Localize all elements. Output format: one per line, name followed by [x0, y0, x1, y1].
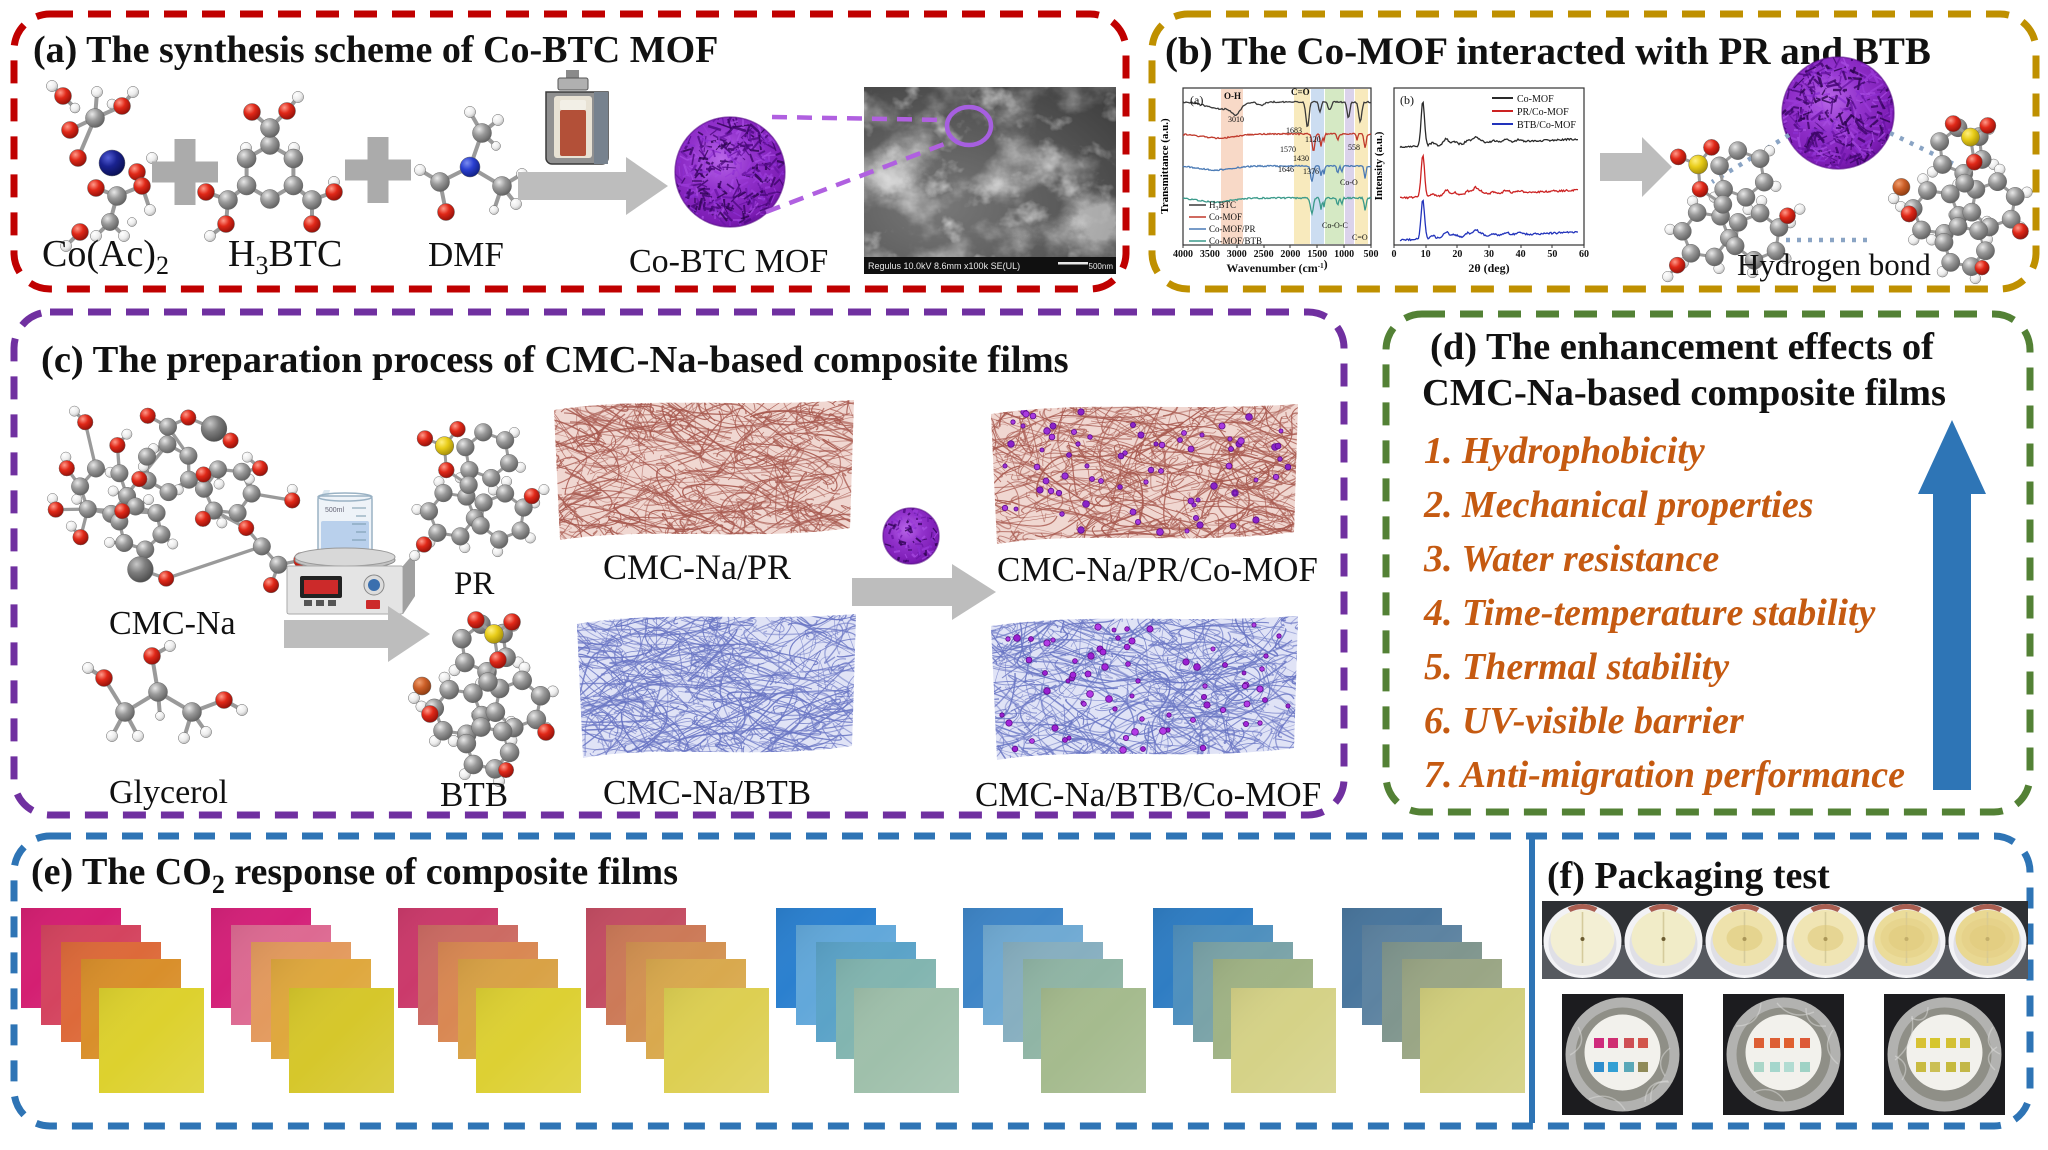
svg-text:60: 60: [1579, 249, 1589, 260]
svg-text:4000: 4000: [1173, 249, 1193, 260]
svg-text:CMC-Na: CMC-Na: [109, 605, 236, 642]
svg-text:1570: 1570: [1280, 145, 1296, 154]
svg-text:Intensity (a.u.): Intensity (a.u.): [1373, 131, 1385, 200]
svg-text:1646: 1646: [1278, 165, 1294, 174]
svg-text:4. Time-temperature stability: 4. Time-temperature stability: [1423, 592, 1875, 634]
svg-text:7. Anti-migration performance: 7. Anti-migration performance: [1424, 754, 1905, 796]
svg-text:2. Mechanical properties: 2. Mechanical properties: [1423, 484, 1813, 526]
svg-text:1430: 1430: [1293, 154, 1309, 163]
svg-text:C=O: C=O: [1291, 87, 1310, 97]
svg-text:PR/Co-MOF: PR/Co-MOF: [1517, 107, 1569, 118]
svg-text:500: 500: [1364, 249, 1379, 260]
svg-text:H3BTC: H3BTC: [228, 233, 342, 280]
svg-text:CMC-Na/BTB: CMC-Na/BTB: [603, 773, 811, 812]
svg-text:0: 0: [1392, 249, 1397, 260]
svg-text:Regulus 10.0kV 8.6mm x100k SE(: Regulus 10.0kV 8.6mm x100k SE(UL): [868, 261, 1020, 271]
svg-text:(f) Packaging test: (f) Packaging test: [1547, 855, 1830, 897]
svg-text:Co-MOF/BTB: Co-MOF/BTB: [1209, 236, 1262, 246]
svg-text:1120: 1120: [1305, 135, 1321, 144]
svg-text:2θ (deg): 2θ (deg): [1468, 261, 1509, 275]
svg-text:558: 558: [1348, 143, 1360, 152]
svg-text:20: 20: [1452, 249, 1462, 260]
svg-text:Co-O: Co-O: [1340, 178, 1358, 187]
svg-text:(d) The enhancement effects of: (d) The enhancement effects of: [1430, 326, 1935, 368]
svg-text:BTB: BTB: [440, 775, 508, 814]
svg-text:50: 50: [1547, 249, 1557, 260]
svg-text:(a) The synthesis scheme of Co: (a) The synthesis scheme of Co-BTC MOF: [33, 29, 718, 71]
svg-text:2000: 2000: [1280, 249, 1300, 260]
svg-text:2500: 2500: [1254, 249, 1274, 260]
svg-text:(e) The CO2 response of compos: (e) The CO2 response of composite films: [31, 851, 678, 899]
svg-text:(a): (a): [1190, 93, 1203, 107]
svg-text:1500: 1500: [1307, 249, 1327, 260]
svg-text:(c) The preparation process of: (c) The preparation process of CMC-Na-ba…: [41, 339, 1069, 381]
svg-text:BTB/Co-MOF: BTB/Co-MOF: [1517, 120, 1576, 131]
svg-text:Co(Ac)2: Co(Ac)2: [42, 233, 169, 280]
svg-text:1683: 1683: [1286, 126, 1302, 135]
svg-text:30: 30: [1484, 249, 1494, 260]
svg-text:Hydrogen bond: Hydrogen bond: [1737, 247, 1931, 282]
svg-text:Co-MOF: Co-MOF: [1209, 212, 1242, 222]
svg-text:5. Thermal stability: 5. Thermal stability: [1424, 646, 1729, 688]
svg-text:Co-BTC MOF: Co-BTC MOF: [629, 243, 828, 280]
svg-text:1. Hydrophobicity: 1. Hydrophobicity: [1424, 430, 1705, 472]
svg-text:DMF: DMF: [428, 235, 504, 274]
svg-text:1000: 1000: [1334, 249, 1354, 260]
svg-text:C=O: C=O: [1352, 233, 1368, 242]
svg-text:(b) The Co-MOF interacted with: (b) The Co-MOF interacted with PR and BT…: [1165, 30, 1931, 73]
svg-text:Co-MOF: Co-MOF: [1517, 94, 1554, 105]
svg-text:CMC-Na/PR/Co-MOF: CMC-Na/PR/Co-MOF: [997, 550, 1318, 589]
svg-text:Co-MOF/PR: Co-MOF/PR: [1209, 224, 1256, 234]
svg-text:(b): (b): [1400, 93, 1414, 107]
svg-text:Co-O-C: Co-O-C: [1322, 221, 1348, 230]
svg-text:Transmittance (a.u.): Transmittance (a.u.): [1159, 118, 1171, 214]
svg-text:10: 10: [1421, 249, 1431, 260]
svg-text:3010: 3010: [1228, 115, 1244, 124]
svg-text:500nm: 500nm: [1089, 262, 1114, 271]
svg-text:3. Water resistance: 3. Water resistance: [1423, 538, 1719, 580]
svg-text:6. UV-visible barrier: 6. UV-visible barrier: [1424, 700, 1745, 742]
svg-text:CMC-Na/BTB/Co-MOF: CMC-Na/BTB/Co-MOF: [975, 775, 1321, 814]
svg-text:Glycerol: Glycerol: [109, 774, 228, 811]
svg-text:500ml: 500ml: [325, 507, 345, 514]
svg-text:PR: PR: [454, 566, 494, 602]
svg-text:O-H: O-H: [1224, 91, 1241, 101]
svg-text:1376: 1376: [1303, 167, 1319, 176]
svg-text:Wavenumber (cm-1): Wavenumber (cm-1): [1226, 257, 1327, 275]
svg-text:CMC-Na/PR: CMC-Na/PR: [603, 547, 791, 587]
svg-text:3000: 3000: [1227, 249, 1247, 260]
svg-text:40: 40: [1516, 249, 1526, 260]
svg-text:3500: 3500: [1200, 249, 1220, 260]
svg-text:CMC-Na-based composite films: CMC-Na-based composite films: [1422, 372, 1946, 414]
